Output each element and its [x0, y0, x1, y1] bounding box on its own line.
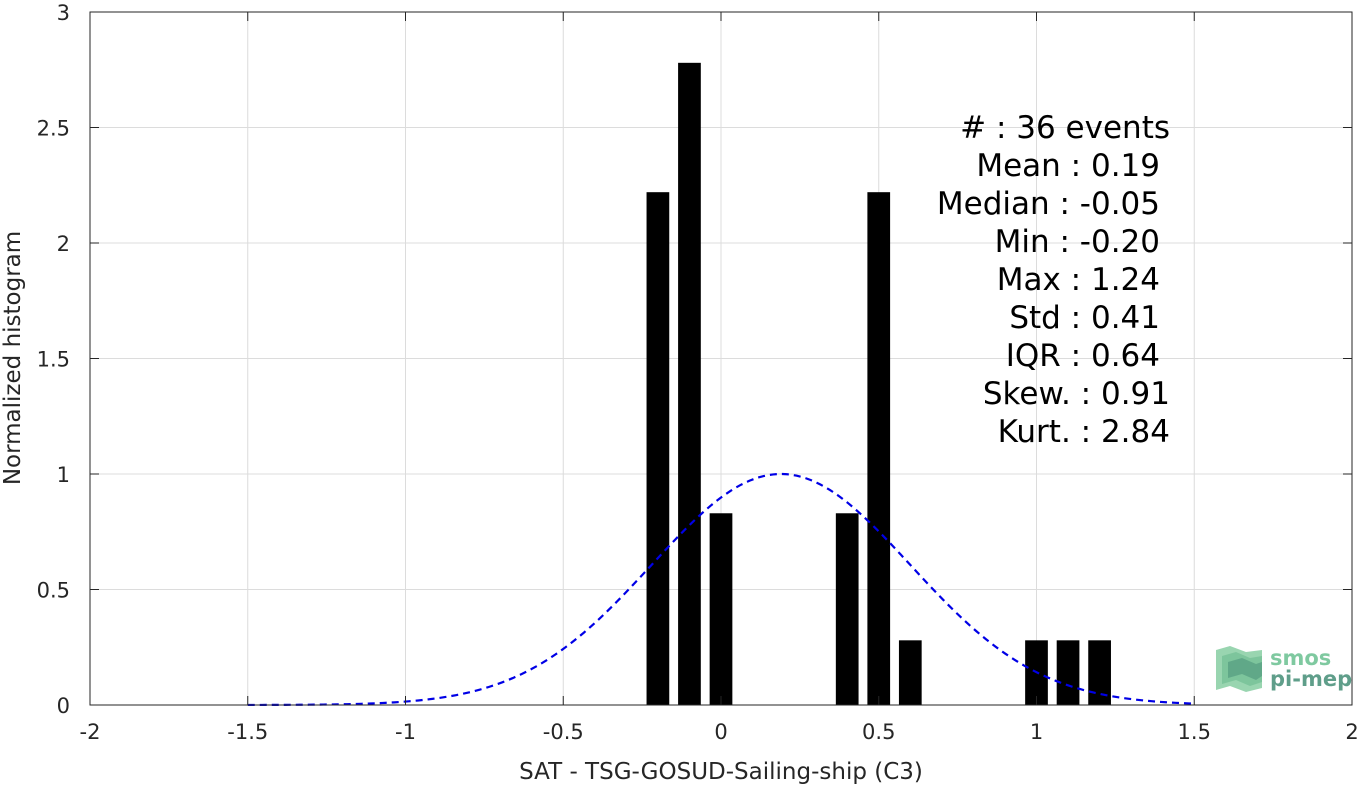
histogram-bars: [646, 62, 1111, 705]
histogram-bar: [646, 192, 670, 705]
logo-text-smos: smos: [1270, 646, 1331, 670]
histogram-bar: [835, 513, 859, 705]
x-tick-label: 1.5: [1178, 720, 1211, 744]
histogram-bar: [1088, 640, 1111, 705]
logo-wave-icon: [1216, 646, 1262, 692]
x-tick-label: -1.5: [227, 720, 268, 744]
y-tick-label: 2.5: [37, 117, 70, 141]
axis-ticks: [89, 11, 1353, 706]
stat-line: Std : 0.41: [1009, 300, 1160, 336]
stat-line: # : 36 events: [960, 110, 1170, 146]
logo-text-pi-mep: pi-mep: [1270, 667, 1352, 691]
stat-line: Max : 1.24: [997, 262, 1160, 298]
x-tick-labels: -2 -1.5 -1 -0.5 0 0.5 1 1.5 2: [80, 720, 1359, 744]
x-tick-label: 0: [714, 720, 727, 744]
histogram-bar: [898, 640, 922, 705]
x-tick-label: -1: [395, 720, 416, 744]
x-tick-label: 2: [1345, 720, 1358, 744]
y-tick-label: 0: [57, 694, 70, 718]
y-tick-label: 1.5: [37, 348, 70, 372]
smos-pi-mep-logo: smos pi-mep: [1216, 646, 1352, 692]
x-tick-label: -2: [80, 720, 101, 744]
x-tick-label: 1: [1030, 720, 1043, 744]
y-tick-labels: 0 0.5 1 1.5 2 2.5 3: [37, 1, 70, 718]
stat-line: Min : -0.20: [995, 224, 1160, 260]
y-tick-label: 2: [57, 232, 70, 256]
stat-line: Skew. : 0.91: [983, 376, 1170, 412]
histogram-bar: [1056, 640, 1080, 705]
y-axis-title: Normalized histogram: [0, 231, 26, 485]
stat-line: Mean : 0.19: [976, 148, 1160, 184]
histogram-bar: [867, 192, 891, 705]
stat-line: Kurt. : 2.84: [998, 414, 1170, 450]
x-tick-label: -0.5: [543, 720, 584, 744]
y-tick-label: 0.5: [37, 579, 70, 603]
x-tick-label: 0.5: [862, 720, 895, 744]
histogram-bar: [709, 513, 733, 705]
stat-line: IQR : 0.64: [1006, 338, 1160, 374]
y-tick-label: 1: [57, 463, 70, 487]
x-axis-title: SAT - TSG-GOSUD-Sailing-ship (C3): [519, 759, 923, 785]
stat-line: Median : -0.05: [937, 186, 1160, 222]
histogram-bar: [678, 62, 701, 705]
y-tick-label: 3: [57, 1, 70, 25]
